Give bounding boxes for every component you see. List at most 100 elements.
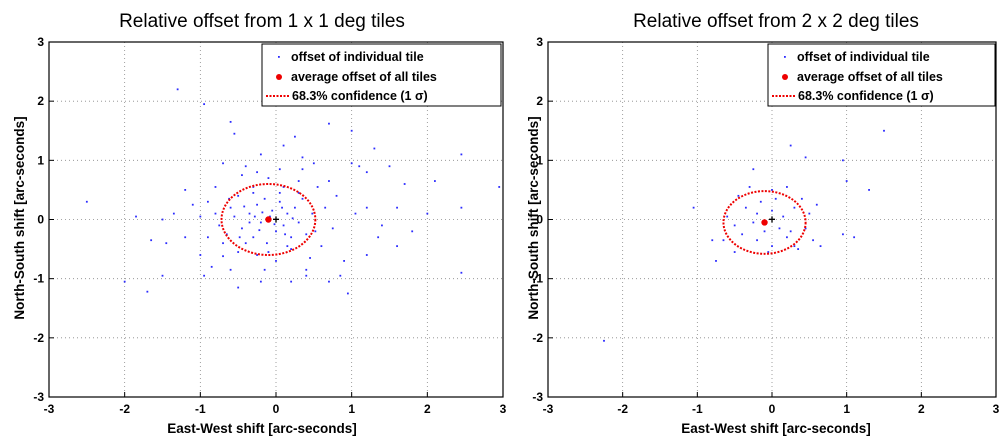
data-point <box>214 212 217 215</box>
y-tick-label: 3 <box>536 35 543 49</box>
data-point <box>793 206 796 209</box>
legend-marker-average <box>782 74 788 80</box>
data-point <box>241 174 243 177</box>
data-point <box>271 209 274 212</box>
data-point <box>161 218 164 221</box>
data-point <box>237 251 240 253</box>
legend-entry-3: 68.3% confidence (1 σ) <box>798 89 934 103</box>
data-point <box>324 206 327 209</box>
x-tick-label: 2 <box>424 402 431 416</box>
data-point <box>297 221 300 224</box>
chart-title: Relative offset from 2 x 2 deg tiles <box>633 11 919 32</box>
y-tick-label: -2 <box>33 331 44 345</box>
data-point <box>316 186 319 188</box>
data-point <box>172 212 175 215</box>
data-point <box>789 144 792 147</box>
x-tick-label: -2 <box>617 402 628 416</box>
data-point <box>868 189 870 191</box>
data-point <box>782 215 785 218</box>
data-point <box>229 206 232 209</box>
data-point <box>460 206 463 209</box>
data-point <box>229 120 232 123</box>
data-point <box>311 212 314 215</box>
data-point <box>294 206 296 209</box>
data-point <box>222 255 224 258</box>
data-point <box>267 177 270 179</box>
data-point <box>752 221 755 224</box>
data-point <box>498 186 501 188</box>
data-point <box>241 227 243 230</box>
data-point <box>146 290 149 293</box>
x-tick-label: -2 <box>119 402 130 416</box>
y-axis-label: North-South shift [arc-seconds] <box>12 116 27 319</box>
data-point <box>207 236 209 239</box>
data-point <box>207 200 209 203</box>
data-point <box>346 292 349 295</box>
data-point <box>335 194 338 197</box>
data-point <box>715 260 717 262</box>
data-point <box>365 254 368 256</box>
data-point <box>135 215 137 218</box>
data-point <box>460 271 463 274</box>
data-point <box>800 197 803 200</box>
data-point <box>269 215 271 218</box>
data-point <box>328 122 330 125</box>
data-point <box>786 236 788 239</box>
data-point <box>350 162 353 165</box>
data-point <box>305 268 308 271</box>
data-point <box>229 268 232 271</box>
data-point <box>263 268 266 271</box>
data-point <box>320 245 323 248</box>
x-tick-label: -1 <box>692 402 703 416</box>
y-axis-label: North-South shift [arc-seconds] <box>526 116 541 319</box>
x-tick-label: -1 <box>195 402 206 416</box>
legend-marker-average <box>276 74 282 80</box>
data-point <box>883 129 885 132</box>
y-tick-label: 1 <box>37 153 44 167</box>
data-point <box>238 236 241 239</box>
data-point <box>176 88 179 91</box>
data-point <box>388 165 391 168</box>
y-tick-label: -1 <box>33 272 44 286</box>
data-point <box>331 227 334 230</box>
data-point <box>256 254 258 256</box>
data-point <box>726 215 729 218</box>
data-point <box>748 186 751 188</box>
data-point <box>273 223 276 226</box>
data-point <box>377 236 380 239</box>
data-point <box>297 191 300 194</box>
data-point <box>290 236 293 239</box>
data-point <box>411 230 414 233</box>
data-point <box>804 227 807 230</box>
data-point <box>815 203 818 206</box>
data-point <box>237 286 240 289</box>
data-point <box>711 239 714 242</box>
legend-box <box>767 43 996 107</box>
origin-marker: + <box>768 213 775 227</box>
data-point <box>161 274 164 277</box>
x-tick-label: 0 <box>769 402 776 416</box>
data-point <box>233 132 236 135</box>
data-point <box>301 168 304 171</box>
data-point <box>328 280 330 283</box>
data-point <box>199 254 202 256</box>
data-point <box>741 233 744 236</box>
data-point <box>282 224 285 227</box>
y-tick-label: 0 <box>536 213 543 227</box>
data-point <box>403 183 406 185</box>
data-point <box>771 209 773 212</box>
data-point <box>774 197 777 200</box>
data-point <box>744 206 747 209</box>
confidence-ellipse <box>220 183 317 256</box>
data-point <box>733 224 736 227</box>
data-point <box>759 200 762 203</box>
y-tick-label: 2 <box>37 94 44 108</box>
average-point <box>265 216 272 223</box>
x-axis-label: East-West shift [arc-seconds] <box>167 421 357 436</box>
data-point <box>210 265 213 268</box>
data-point <box>256 203 258 206</box>
data-point <box>426 212 429 215</box>
data-point <box>434 180 436 182</box>
data-point <box>266 242 268 245</box>
x-tick-label: -3 <box>44 402 55 416</box>
